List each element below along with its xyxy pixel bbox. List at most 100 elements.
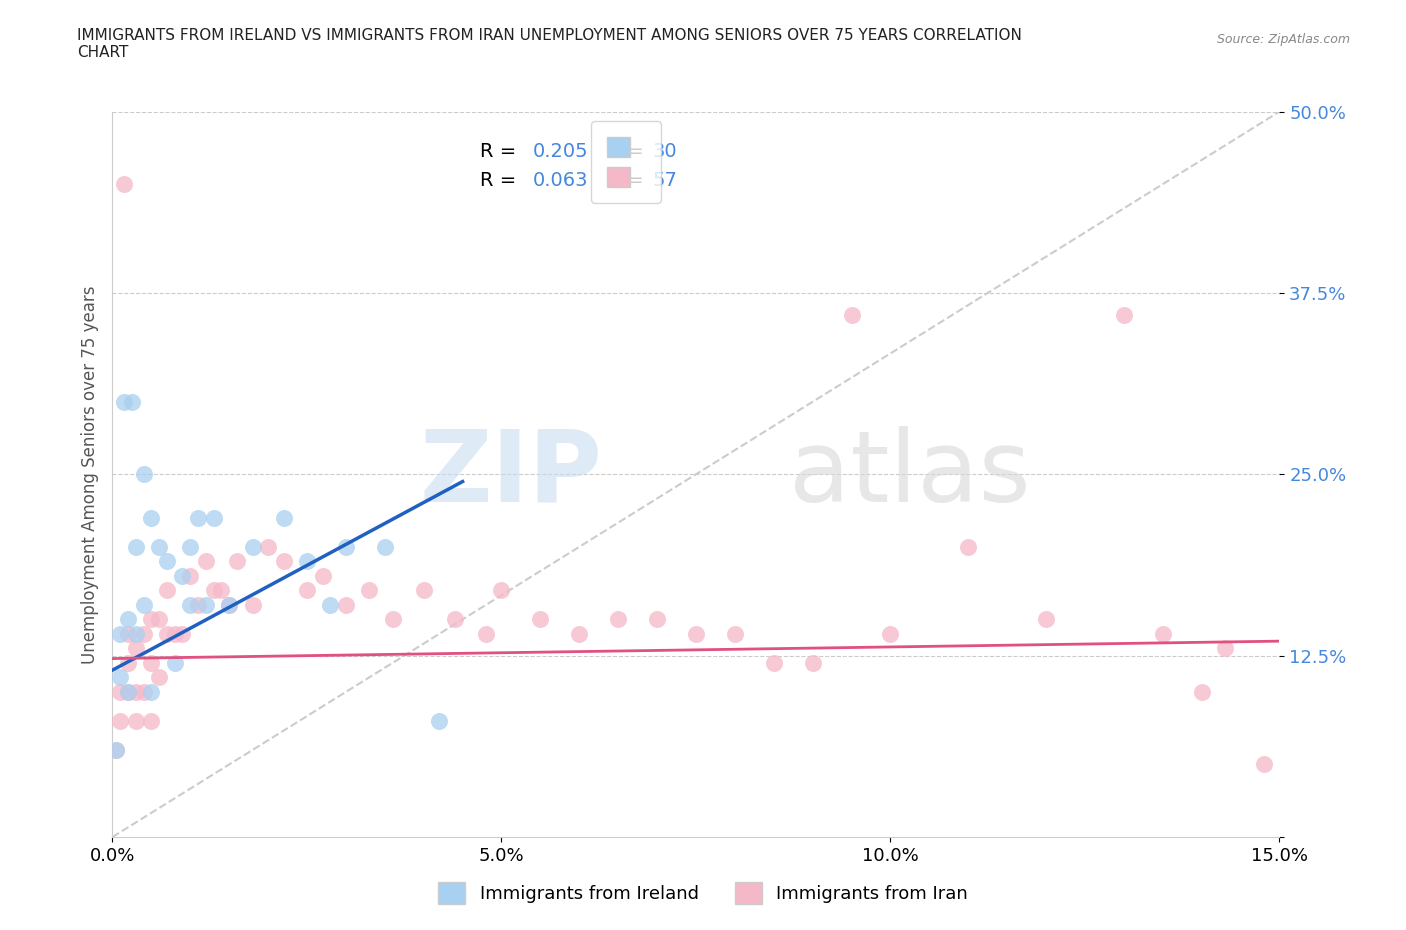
- Point: [163, 627, 186, 642]
- Point: [957, 539, 980, 554]
- Point: [427, 713, 450, 728]
- Point: [148, 612, 170, 627]
- Point: [132, 684, 155, 699]
- Point: [141, 656, 163, 671]
- Point: [1152, 627, 1174, 642]
- Point: [132, 467, 155, 482]
- Point: [319, 597, 342, 612]
- Point: [125, 641, 148, 656]
- Point: [242, 539, 264, 554]
- Point: [172, 568, 194, 583]
- Point: [295, 583, 318, 598]
- Point: [412, 583, 434, 598]
- Point: [141, 684, 163, 699]
- Point: [121, 394, 143, 409]
- Point: [1035, 612, 1057, 627]
- Text: Source: ZipAtlas.com: Source: ZipAtlas.com: [1216, 33, 1350, 46]
- Point: [156, 554, 179, 569]
- Point: [841, 307, 863, 322]
- Point: [125, 627, 148, 642]
- Point: [475, 627, 498, 642]
- Point: [1191, 684, 1213, 699]
- Point: [242, 597, 264, 612]
- Point: [125, 684, 148, 699]
- Point: [156, 627, 179, 642]
- Point: [179, 597, 201, 612]
- Point: [801, 656, 824, 671]
- Point: [202, 583, 225, 598]
- Point: [724, 627, 747, 642]
- Legend: , : ,: [591, 121, 661, 204]
- Point: [125, 713, 148, 728]
- Point: [179, 568, 201, 583]
- Point: [335, 539, 357, 554]
- Point: [125, 539, 148, 554]
- Point: [218, 597, 240, 612]
- Point: [112, 177, 135, 192]
- Point: [226, 554, 249, 569]
- Point: [110, 627, 132, 642]
- Point: [110, 670, 132, 684]
- Text: atlas: atlas: [789, 426, 1031, 523]
- Text: 57: 57: [652, 171, 678, 190]
- Point: [443, 612, 465, 627]
- Point: [218, 597, 240, 612]
- Point: [117, 627, 139, 642]
- Text: R =: R =: [479, 171, 523, 190]
- Point: [187, 597, 209, 612]
- Legend: Immigrants from Ireland, Immigrants from Iran: Immigrants from Ireland, Immigrants from…: [430, 875, 976, 911]
- Point: [491, 583, 513, 598]
- Point: [187, 511, 209, 525]
- Point: [110, 713, 132, 728]
- Text: 30: 30: [652, 142, 678, 161]
- Point: [374, 539, 396, 554]
- Point: [117, 684, 139, 699]
- Point: [311, 568, 333, 583]
- Point: [141, 713, 163, 728]
- Point: [879, 627, 901, 642]
- Point: [209, 583, 232, 598]
- Point: [685, 627, 707, 642]
- Point: [148, 670, 170, 684]
- Point: [110, 684, 132, 699]
- Point: [607, 612, 630, 627]
- Point: [141, 612, 163, 627]
- Point: [381, 612, 404, 627]
- Text: N =: N =: [595, 171, 651, 190]
- Text: 0.205: 0.205: [533, 142, 588, 161]
- Point: [257, 539, 280, 554]
- Point: [1112, 307, 1135, 322]
- Point: [105, 742, 128, 757]
- Point: [273, 511, 295, 525]
- Point: [132, 597, 155, 612]
- Point: [529, 612, 551, 627]
- Point: [359, 583, 381, 598]
- Point: [1253, 757, 1275, 772]
- Point: [194, 554, 217, 569]
- Point: [568, 627, 591, 642]
- Point: [132, 627, 155, 642]
- Text: R =: R =: [479, 142, 523, 161]
- Point: [163, 656, 186, 671]
- Point: [202, 511, 225, 525]
- Point: [645, 612, 668, 627]
- Point: [194, 597, 217, 612]
- Text: IMMIGRANTS FROM IRELAND VS IMMIGRANTS FROM IRAN UNEMPLOYMENT AMONG SENIORS OVER : IMMIGRANTS FROM IRELAND VS IMMIGRANTS FR…: [77, 28, 1022, 60]
- Point: [273, 554, 295, 569]
- Y-axis label: Unemployment Among Seniors over 75 years: Unemployment Among Seniors over 75 years: [80, 286, 98, 663]
- Text: N =: N =: [595, 142, 651, 161]
- Point: [179, 539, 201, 554]
- Point: [112, 394, 135, 409]
- Point: [335, 597, 357, 612]
- Point: [117, 656, 139, 671]
- Point: [117, 684, 139, 699]
- Point: [762, 656, 785, 671]
- Point: [105, 742, 128, 757]
- Point: [172, 627, 194, 642]
- Point: [295, 554, 318, 569]
- Text: ZIP: ZIP: [420, 426, 603, 523]
- Text: 0.063: 0.063: [533, 171, 588, 190]
- Point: [141, 511, 163, 525]
- Point: [1213, 641, 1236, 656]
- Point: [156, 583, 179, 598]
